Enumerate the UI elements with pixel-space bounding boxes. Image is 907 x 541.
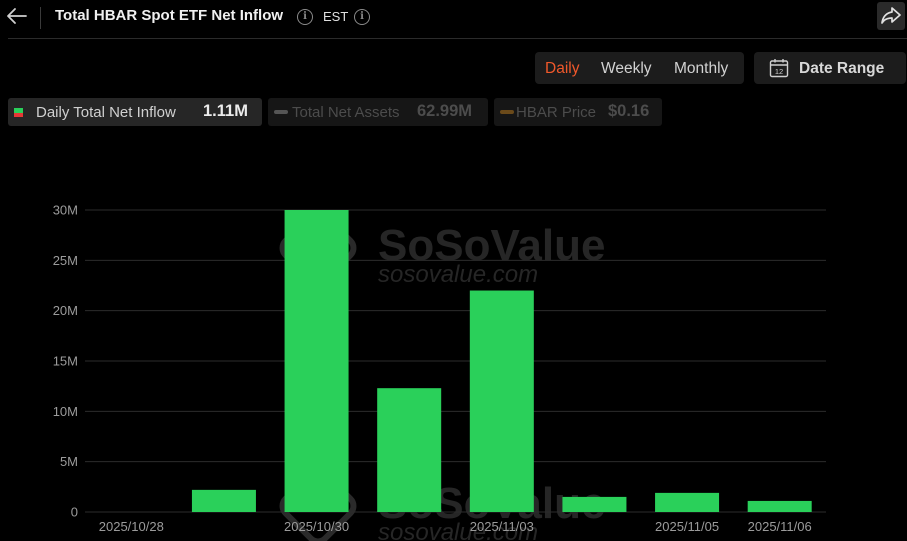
legend-value: 62.99M bbox=[417, 102, 473, 120]
bar bbox=[284, 210, 349, 512]
watermark-brand: SoSoValue bbox=[378, 221, 605, 270]
x-tick-label: 2025/11/03 bbox=[470, 519, 534, 534]
y-axis-ticks: 0 5M 10M 15M 20M 25M 30M bbox=[53, 203, 78, 520]
y-tick-label: 20M bbox=[53, 303, 78, 318]
tab-monthly[interactable]: Monthly bbox=[674, 60, 729, 77]
header-bar: Total HBAR Spot ETF Net Inflow i EST i bbox=[0, 0, 907, 36]
assets-swatch bbox=[274, 110, 288, 114]
share-button[interactable] bbox=[877, 2, 905, 30]
info-icon[interactable]: i bbox=[297, 9, 313, 25]
inflow-swatch bbox=[14, 108, 23, 117]
header-separator bbox=[8, 38, 907, 39]
page-title: Total HBAR Spot ETF Net Inflow bbox=[55, 7, 284, 24]
y-tick-label: 5M bbox=[60, 454, 78, 469]
share-icon bbox=[881, 7, 901, 24]
timezone-label: EST bbox=[323, 9, 349, 24]
legend-label: HBAR Price bbox=[516, 104, 597, 121]
period-switcher: Daily Weekly Monthly bbox=[535, 52, 744, 84]
bar bbox=[747, 500, 812, 512]
y-tick-label: 25M bbox=[53, 253, 78, 268]
svg-text:12: 12 bbox=[775, 67, 783, 76]
back-arrow-icon[interactable] bbox=[5, 5, 29, 27]
y-tick-label: 0 bbox=[71, 505, 78, 520]
x-tick-label: 2025/10/30 bbox=[284, 519, 349, 534]
price-swatch bbox=[500, 110, 514, 114]
legend-value: 1.11M bbox=[203, 102, 248, 120]
watermark-url: sosovalue.com bbox=[378, 519, 538, 541]
legend-label: Total Net Assets bbox=[292, 104, 400, 121]
legend-total-net-assets[interactable]: Total Net Assets 62.99M bbox=[268, 98, 488, 126]
bar bbox=[655, 492, 720, 512]
bar bbox=[191, 489, 256, 512]
bar bbox=[469, 290, 534, 512]
legend-daily-net-inflow[interactable]: Daily Total Net Inflow 1.11M bbox=[8, 98, 262, 126]
y-tick-label: 15M bbox=[53, 354, 78, 369]
date-range-label: Date Range bbox=[799, 60, 885, 77]
chart-bars bbox=[191, 210, 812, 512]
tab-daily[interactable]: Daily bbox=[545, 60, 580, 77]
legend-label: Daily Total Net Inflow bbox=[36, 104, 176, 121]
bar bbox=[562, 496, 627, 512]
y-tick-label: 30M bbox=[53, 203, 78, 218]
x-tick-label: 2025/11/05 bbox=[655, 519, 719, 534]
bar bbox=[377, 388, 442, 512]
chart-gridlines bbox=[85, 209, 826, 513]
calendar-icon: 12 bbox=[769, 59, 789, 78]
x-axis-ticks: 2025/10/28 2025/10/30 2025/11/03 2025/11/05… bbox=[99, 519, 812, 534]
timezone-info-icon[interactable]: i bbox=[354, 9, 370, 25]
x-tick-label: 2025/11/06 bbox=[748, 519, 812, 534]
header-divider bbox=[40, 7, 41, 29]
date-range-button[interactable]: 12 Date Range bbox=[754, 52, 906, 84]
x-tick-label: 2025/10/28 bbox=[99, 519, 164, 534]
watermark-url: sosovalue.com bbox=[378, 261, 538, 288]
legend-value: $0.16 bbox=[608, 102, 650, 120]
legend-hbar-price[interactable]: HBAR Price $0.16 bbox=[494, 98, 662, 126]
tab-weekly[interactable]: Weekly bbox=[601, 60, 652, 77]
y-tick-label: 10M bbox=[53, 404, 78, 419]
